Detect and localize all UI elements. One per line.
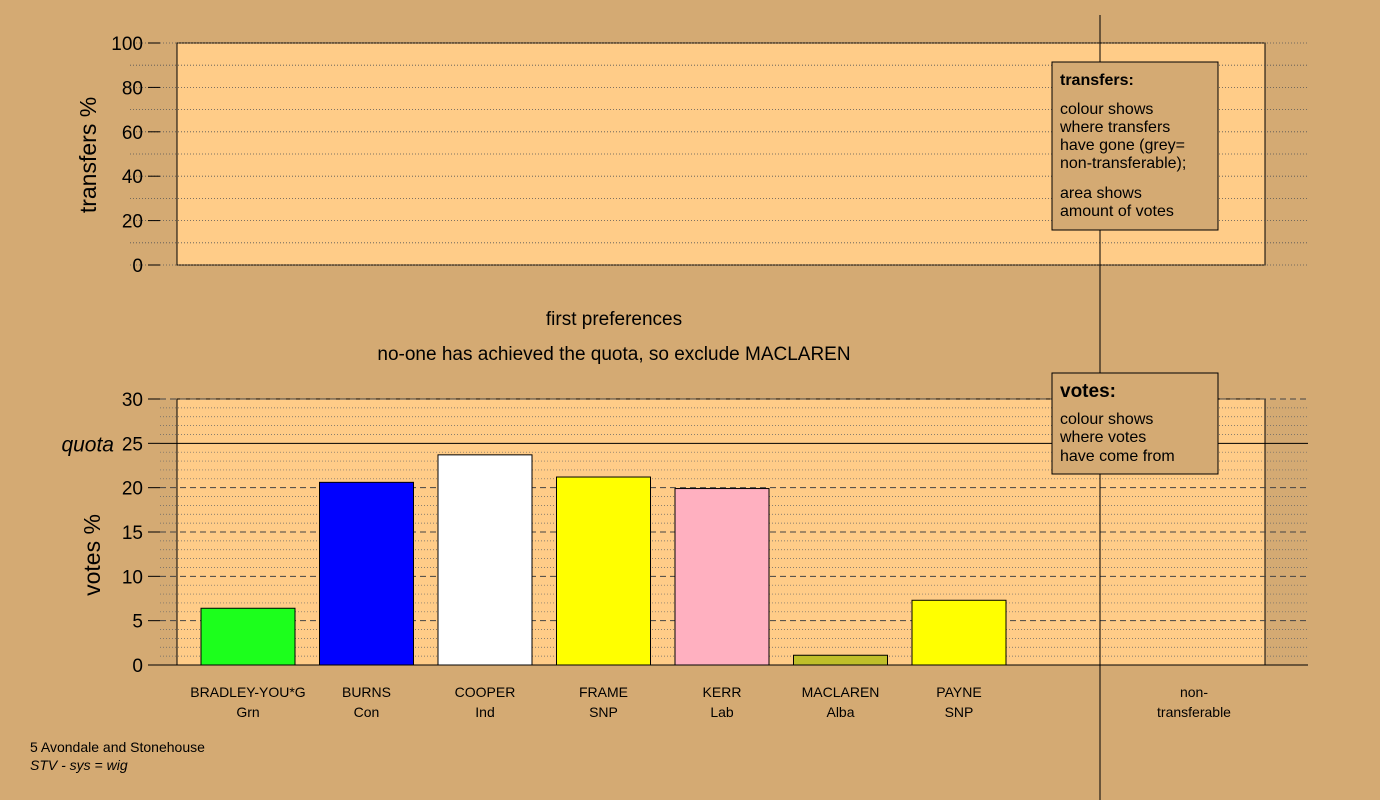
votes-tick-label: 25	[122, 434, 143, 455]
bar-maclaren	[793, 654, 888, 666]
votes-legend-line: where votes	[1059, 429, 1146, 446]
votes-legend: votes: colour shows where votes have com…	[1051, 372, 1219, 475]
stage-heading: first preferences	[546, 309, 682, 330]
transfers-legend-title: transfers:	[1060, 72, 1134, 89]
votes-y-axis-label: votes %	[79, 514, 105, 596]
candidate-party-label: Grn	[236, 704, 259, 720]
candidate-name-label: MACLAREN	[802, 684, 880, 700]
candidate-party-label: Con	[354, 704, 380, 720]
bar-bradley-you-g	[200, 607, 296, 666]
bar-payne	[911, 599, 1007, 666]
votes-tick-label: 30	[122, 390, 143, 411]
voting-system: STV - sys = wig	[30, 757, 128, 773]
candidate-name-label: BRADLEY-YOU*G	[190, 684, 305, 700]
status-message: no-one has achieved the quota, so exclud…	[377, 344, 850, 365]
bar-frame	[556, 476, 651, 666]
candidate-name-label: PAYNE	[936, 684, 981, 700]
ward-name: 5 Avondale and Stonehouse	[30, 739, 205, 755]
nontransferable-label: non-	[1180, 684, 1208, 700]
candidate-party-label: Lab	[710, 704, 734, 720]
transfers-tick-label: 40	[122, 167, 143, 188]
candidate-name-label: COOPER	[455, 684, 516, 700]
transfers-legend: transfers: colour shows where transfers …	[1051, 61, 1219, 231]
bar-cooper	[437, 454, 533, 666]
bar-kerr	[674, 488, 770, 666]
transfers-legend-line: amount of votes	[1060, 203, 1174, 220]
bar-burns	[319, 481, 414, 666]
transfers-tick-label: 60	[122, 123, 143, 144]
transfers-tick-label: 0	[132, 256, 143, 277]
candidate-name-label: FRAME	[579, 684, 628, 700]
quota-label: quota	[61, 433, 114, 456]
votes-tick-label: 0	[132, 656, 143, 677]
transfers-tick-label: 100	[111, 34, 143, 55]
candidate-party-label: Ind	[475, 704, 494, 720]
nontransferable-label: transferable	[1157, 704, 1231, 720]
transfers-legend-line: area shows	[1060, 185, 1142, 202]
candidate-party-label: SNP	[589, 704, 618, 720]
candidate-party-label: Alba	[826, 704, 854, 720]
transfers-tick-label: 80	[122, 78, 143, 99]
candidate-name-label: KERR	[703, 684, 742, 700]
transfers-tick-label: 20	[122, 212, 143, 233]
transfers-legend-line: have gone (grey=	[1060, 137, 1185, 154]
votes-legend-line: have come from	[1060, 448, 1175, 465]
votes-tick-label: 10	[122, 567, 143, 588]
votes-tick-label: 20	[122, 479, 143, 500]
transfers-y-axis-label: transfers %	[75, 97, 101, 213]
candidate-name-label: BURNS	[342, 684, 391, 700]
transfers-legend-line: non-transferable);	[1060, 155, 1186, 172]
votes-tick-label: 5	[132, 612, 143, 633]
votes-tick-label: 15	[122, 523, 143, 544]
votes-legend-line: colour shows	[1060, 411, 1153, 428]
transfers-legend-line: colour shows	[1060, 101, 1153, 118]
votes-legend-title: votes:	[1060, 381, 1116, 402]
transfers-legend-line: where transfers	[1059, 119, 1170, 136]
candidate-party-label: SNP	[945, 704, 974, 720]
